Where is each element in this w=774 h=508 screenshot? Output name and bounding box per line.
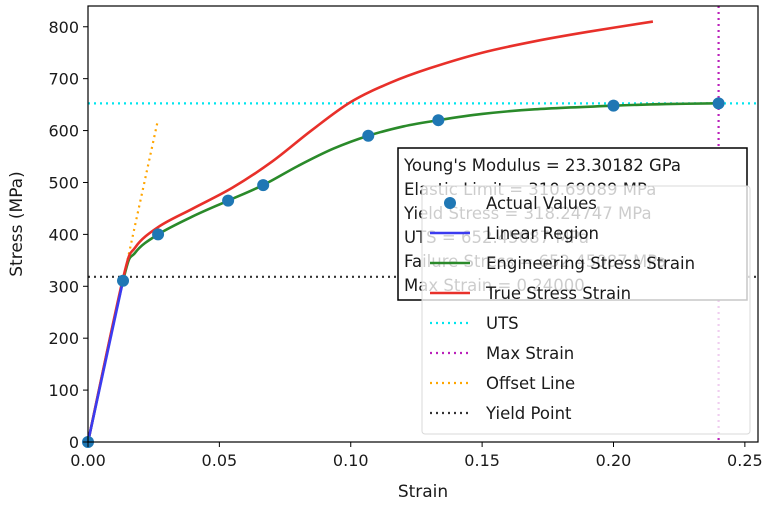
legend-label-offset-line: Offset Line xyxy=(486,374,575,393)
x-tick-label: 0.10 xyxy=(333,451,369,470)
y-tick-label: 300 xyxy=(48,277,79,296)
y-axis-label: Stress (MPa) xyxy=(7,171,27,277)
actual-value-point xyxy=(362,129,375,142)
legend-label-linear-region: Linear Region xyxy=(486,224,599,243)
linear-region-curve xyxy=(88,280,125,442)
legend-label-max-strain: Max Strain xyxy=(486,344,574,363)
y-tick-label: 700 xyxy=(48,70,79,89)
actual-value-point xyxy=(607,99,620,112)
legend-label-uts: UTS xyxy=(486,314,519,333)
x-tick-label: 0.25 xyxy=(727,451,763,470)
y-tick-label: 100 xyxy=(48,381,79,400)
x-tick-label: 0.05 xyxy=(202,451,238,470)
actual-value-point xyxy=(152,228,165,241)
actual-value-point xyxy=(712,97,725,110)
legend: Actual Values Linear Region Engineering St… xyxy=(421,185,751,435)
legend-frame xyxy=(421,185,751,435)
plot-frame xyxy=(87,5,759,443)
actual-value-point xyxy=(117,274,130,287)
x-tick-label: 0.00 xyxy=(70,451,106,470)
annotation-line: Young's Modulus = 23.30182 GPa xyxy=(403,156,681,175)
actual-value-point xyxy=(222,194,235,207)
legend-marker-actual-values xyxy=(444,197,456,209)
true-stress-strain-curve xyxy=(88,20,654,442)
legend-label-true-stress-strain: True Stress Strain xyxy=(485,284,631,303)
legend-label-actual-values: Actual Values xyxy=(486,194,597,213)
y-tick-label: 0 xyxy=(69,433,79,452)
actual-value-point xyxy=(257,179,270,192)
y-tick-label: 600 xyxy=(48,122,79,141)
x-tick-label: 0.20 xyxy=(596,451,632,470)
points-layer xyxy=(82,97,725,448)
y-tick-label: 500 xyxy=(48,173,79,192)
actual-value-point xyxy=(432,114,445,127)
legend-label-engineering-stress-strain: Engineering Stress Strain xyxy=(486,254,695,273)
legend-label-yield-point: Yield Point xyxy=(485,404,572,423)
y-tick-label: 800 xyxy=(48,18,79,37)
x-axis-label: Strain xyxy=(398,482,448,502)
ticks-layer: 0.00 0.05 0.10 0.15 0.20 0.25 0 100 200 300 400 500… xyxy=(48,18,762,470)
engineering-stress-strain-curve xyxy=(88,102,719,442)
x-tick-label: 0.15 xyxy=(464,451,500,470)
y-tick-label: 400 xyxy=(48,225,79,244)
y-tick-label: 200 xyxy=(48,329,79,348)
